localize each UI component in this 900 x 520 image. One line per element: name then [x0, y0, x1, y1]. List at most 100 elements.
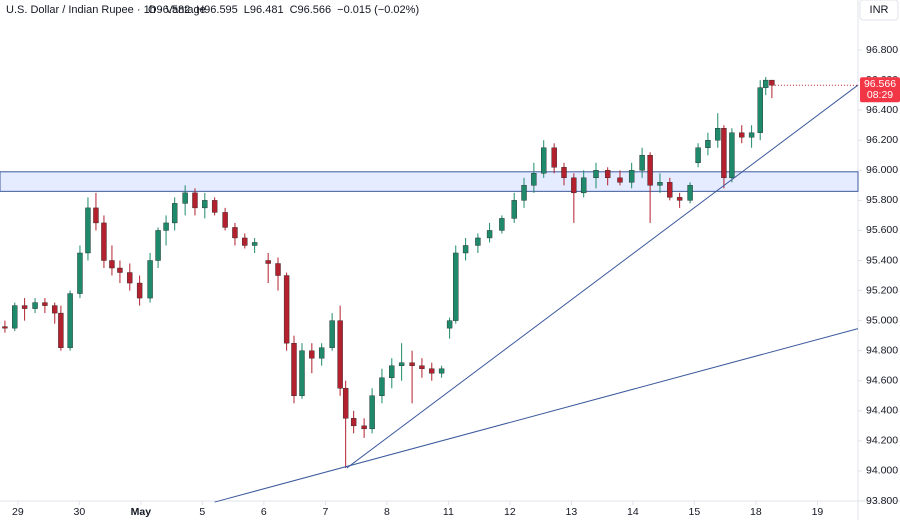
candle-body — [695, 147, 701, 163]
candle-body — [657, 182, 663, 186]
candle-body — [136, 282, 143, 299]
x-tick-label: 30 — [73, 506, 85, 518]
candle-body — [571, 177, 577, 194]
candle-body — [521, 185, 527, 201]
candle-body — [739, 132, 745, 138]
candle-body — [275, 263, 281, 276]
x-tick-label: 14 — [627, 506, 639, 518]
x-tick-label: 15 — [689, 506, 701, 518]
candle-body — [67, 293, 73, 348]
y-tick-label: 96.000 — [866, 164, 898, 176]
y-tick-label: 94.000 — [866, 465, 898, 477]
plot — [0, 77, 859, 503]
candle-body — [101, 222, 107, 261]
candle-body — [429, 368, 435, 374]
candle-body — [647, 155, 653, 186]
candle-body — [12, 305, 18, 329]
candle-body — [182, 192, 188, 204]
candle-body — [369, 395, 375, 430]
trendline — [214, 328, 859, 503]
candle-body — [419, 365, 425, 369]
y-tick-label: 95.200 — [866, 284, 898, 296]
candle-body — [222, 212, 228, 228]
x-tick-label: 7 — [322, 506, 328, 518]
candle-body — [361, 425, 367, 430]
candle-body — [58, 312, 64, 348]
candle-body — [211, 200, 218, 213]
candle-body — [769, 79, 775, 86]
candle-body — [705, 140, 711, 148]
x-tick-label: 12 — [504, 506, 516, 518]
currency[interactable]: INR — [870, 4, 889, 16]
candle-body — [715, 128, 721, 141]
candle-body — [85, 207, 91, 254]
candle-body — [729, 132, 735, 179]
ohlc-value: H96.595 — [196, 4, 238, 16]
ohlc-value: C96.566 — [290, 4, 332, 16]
candle-body — [486, 230, 493, 239]
y-tick-label: 94.400 — [866, 405, 898, 417]
ohlc-value: O96.582 — [148, 4, 190, 16]
countdown: 08:29 — [867, 89, 893, 101]
y-tick-label: 96.800 — [866, 44, 898, 56]
candle-body — [617, 177, 623, 183]
candle-body — [551, 147, 557, 168]
candle-body — [580, 177, 587, 194]
candle-body — [462, 245, 469, 254]
candle-body — [398, 362, 405, 366]
candle-body — [127, 272, 133, 284]
y-tick-label: 94.600 — [866, 375, 898, 387]
candle-body — [265, 260, 271, 264]
candle-body — [109, 260, 115, 269]
candle-body — [52, 305, 58, 314]
y-tick-label: 96.200 — [866, 134, 898, 146]
candle-body — [192, 192, 198, 209]
candle-body — [409, 362, 415, 366]
x-tick-label: 11 — [443, 506, 454, 518]
candle-body — [77, 252, 83, 294]
x-tick-label: 6 — [261, 506, 267, 518]
candle-body — [202, 200, 208, 209]
candle-body — [117, 267, 123, 273]
candle-body — [531, 173, 537, 186]
zone — [0, 171, 859, 192]
y-tick-label: 96.400 — [866, 104, 898, 116]
price-tag-value: 96.566 — [864, 78, 896, 90]
candle-body — [763, 79, 769, 88]
candle-body — [748, 132, 755, 138]
x-tick-label: May — [131, 506, 152, 518]
symbol: U.S. Dollar / Indian Rupee · 1h · Vantag… — [6, 4, 206, 16]
candle-body — [499, 218, 505, 231]
candle-body — [42, 302, 48, 306]
currency-button[interactable] — [859, 0, 899, 21]
candle-body — [2, 326, 8, 329]
ohlc-value: L96.481 — [244, 4, 284, 16]
candle-body — [342, 388, 349, 419]
y-tick-label: 94.800 — [866, 344, 898, 356]
ohlc-value: −0.015 (−0.02%) — [337, 4, 419, 16]
candle-body — [604, 170, 611, 179]
candle-body — [242, 237, 248, 246]
candle-body — [21, 305, 28, 309]
price-tag — [860, 77, 900, 103]
y-tick-label: 93.800 — [866, 495, 898, 507]
candle-body — [541, 147, 547, 174]
candle-body — [318, 347, 325, 359]
candle-body — [511, 200, 517, 219]
candle-body — [32, 302, 38, 309]
candle-body — [561, 167, 567, 179]
candle-body — [639, 155, 645, 171]
y-tick-label: 95.000 — [866, 314, 898, 326]
x-tick-label: 29 — [12, 506, 24, 518]
candle-body — [251, 242, 258, 246]
candle-body — [350, 418, 357, 427]
candle-body — [475, 237, 481, 246]
x-tick-label: 5 — [199, 506, 205, 518]
y-tick-label: 94.200 — [866, 435, 898, 447]
trendline — [346, 84, 859, 469]
candle-body — [667, 182, 673, 198]
x-tick-label: 18 — [750, 506, 762, 518]
candle-body — [687, 185, 693, 201]
candle-body — [291, 342, 297, 396]
